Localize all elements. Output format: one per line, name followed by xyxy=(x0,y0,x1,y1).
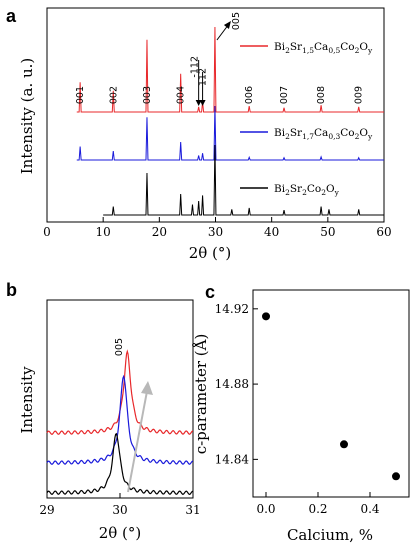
panel-a-ylabel: Intensity (a. u.) xyxy=(18,58,36,175)
panel-c-y-ticks: 14.84 14.88 14.92 xyxy=(215,302,258,466)
panel-b-x-tick-label: 31 xyxy=(185,503,200,517)
panel-c-point xyxy=(392,472,400,481)
panel-b: 29 30 31 005 2θ (°) Intensity xyxy=(18,299,201,542)
panel-a-x-tick-label: 40 xyxy=(264,225,279,239)
annot-arrowhead--112 xyxy=(195,100,202,106)
panel-c-x-tick-label: 0.2 xyxy=(308,502,327,516)
panel-c-frame xyxy=(252,289,410,498)
panel-a-x-tick-label: 10 xyxy=(96,225,111,239)
annot-label-009: 009 xyxy=(354,86,365,104)
panel-b-series-0 xyxy=(46,349,194,435)
panel-c-point xyxy=(340,440,348,449)
panel-c-x-tick-label: 0.4 xyxy=(360,502,379,516)
annot-label-007: 007 xyxy=(279,86,290,104)
panel-a-x-tick-label: 30 xyxy=(208,225,223,239)
panel-a-legend-label-1: Bi2Sr1,7Ca0,3Co2Oy xyxy=(274,127,373,141)
panel-b-xlabel: 2θ (°) xyxy=(99,524,142,542)
panel-a-series-1 xyxy=(76,105,384,161)
panel-c-points xyxy=(262,312,400,481)
annot-label-003: 003 xyxy=(142,86,153,104)
panel-c-ylabel: c-parameter (Å) xyxy=(192,334,210,455)
annot-label-008: 008 xyxy=(316,86,327,104)
annot-arrowhead-005 xyxy=(223,21,231,29)
annot-arrowhead-112 xyxy=(199,100,206,106)
panel-c-xlabel: Calcium, % xyxy=(287,526,373,544)
panel-a-x-tick-label: 50 xyxy=(320,225,335,239)
panel-a-legend-label-2: Bi2Sr2Co2Oy xyxy=(274,183,340,197)
panel-c-x-tick-label: 0.0 xyxy=(256,502,275,516)
panel-b-peak-label: 005 xyxy=(114,338,125,356)
panel-c-y-tick-label: 14.84 xyxy=(215,452,250,466)
panel-a-x-tick-label: 0 xyxy=(43,225,51,239)
annot-label-004: 004 xyxy=(176,86,187,104)
panel-c: 0.0 0.2 0.4 14.84 14.88 14.92 Calcium, % c-p… xyxy=(192,289,410,544)
panel-c-point xyxy=(262,312,270,321)
panel-b-series xyxy=(46,349,194,496)
panel-a-x-tick-label: 60 xyxy=(376,225,391,239)
panel-b-letter: b xyxy=(6,280,17,300)
annot-label-005: 005 xyxy=(231,12,242,30)
panel-b-x-tick-label: 30 xyxy=(112,503,127,517)
panel-a-x-tick-label: 20 xyxy=(152,225,167,239)
panel-c-y-tick-label: 14.92 xyxy=(215,302,249,316)
panel-a-x-ticks: 0 10 20 30 40 50 60 xyxy=(43,217,392,239)
panel-a-xlabel: 2θ (°) xyxy=(189,244,232,262)
panel-c-y-tick-label: 14.88 xyxy=(215,377,249,391)
panel-b-x-ticks: 29 30 31 xyxy=(39,493,201,517)
trend-arrow xyxy=(127,385,149,493)
panel-c-x-ticks: 0.0 0.2 0.4 xyxy=(256,492,380,516)
panel-b-ylabel: Intensity xyxy=(18,366,36,434)
annot-label-002: 002 xyxy=(108,86,119,104)
panel-b-frame xyxy=(46,299,194,499)
annot-label-001: 001 xyxy=(75,86,86,104)
panel-b-x-tick-label: 29 xyxy=(39,503,54,517)
panel-b-series-1 xyxy=(46,374,194,465)
panel-a-series xyxy=(76,26,384,216)
panel-a-series-2 xyxy=(103,144,384,216)
panel-c-letter: c xyxy=(205,282,215,302)
panel-a-letter: a xyxy=(6,6,17,26)
panel-b-series-2 xyxy=(46,432,194,496)
annot-label-006: 006 xyxy=(244,86,255,104)
trend-arrow-head xyxy=(141,381,153,395)
panel-a-legend: Bi2Sr1,5Ca0,5Co2Oy Bi2Sr1,7Ca0,3Co2Oy Bi2S… xyxy=(240,41,373,197)
annot-label--112: -112 xyxy=(189,56,200,78)
panel-a-series-0 xyxy=(76,26,384,113)
panel-a-legend-label-0: Bi2Sr1,5Ca0,5Co2Oy xyxy=(274,41,373,55)
